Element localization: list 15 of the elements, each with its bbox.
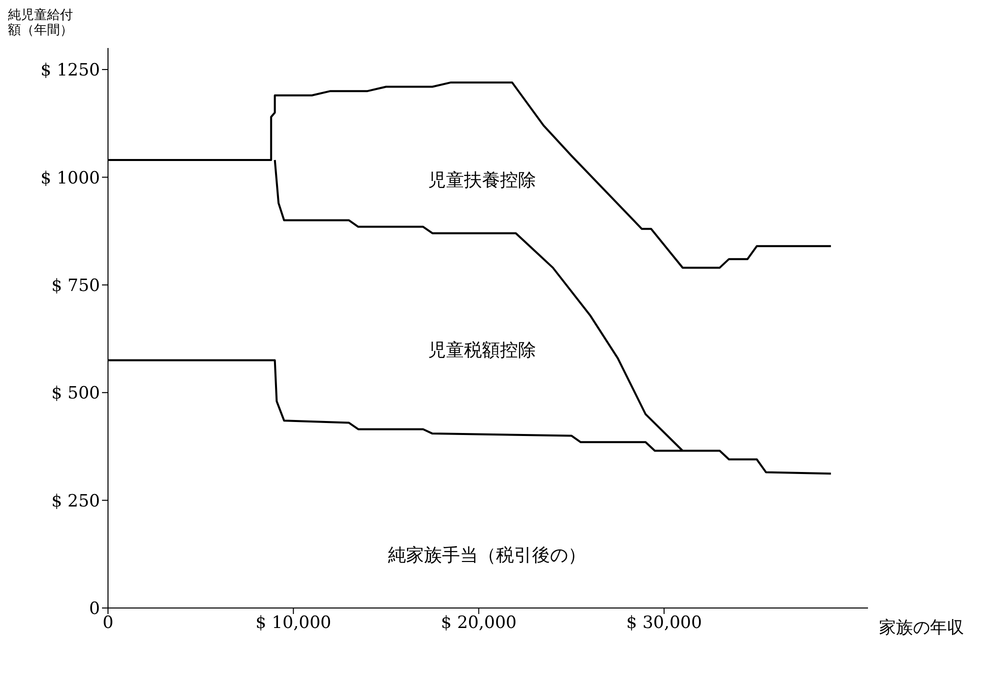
- y-tick-label: $ 1250: [40, 60, 100, 81]
- x-axis-title: 家族の年収: [879, 617, 964, 639]
- annotation: 純家族手当（税引後の）: [388, 544, 586, 567]
- x-tick-label: 0: [102, 613, 114, 634]
- x-tick-label: $ 20,000: [440, 613, 517, 634]
- annotation: 児童税額控除: [428, 339, 536, 362]
- x-tick-label: $ 30,000: [626, 613, 702, 634]
- y-tick-label: $ 750: [51, 276, 100, 296]
- annotation: 児童扶養控除: [428, 169, 536, 192]
- y-tick-label: $ 500: [51, 384, 100, 404]
- y-tick-label: 0: [89, 599, 100, 620]
- x-tick-label: $ 10,000: [256, 613, 332, 634]
- y-tick-label: $ 1000: [40, 168, 100, 188]
- y-axis-title: 純児童給付額（年間）: [8, 8, 74, 38]
- y-tick-label: $ 250: [51, 491, 100, 512]
